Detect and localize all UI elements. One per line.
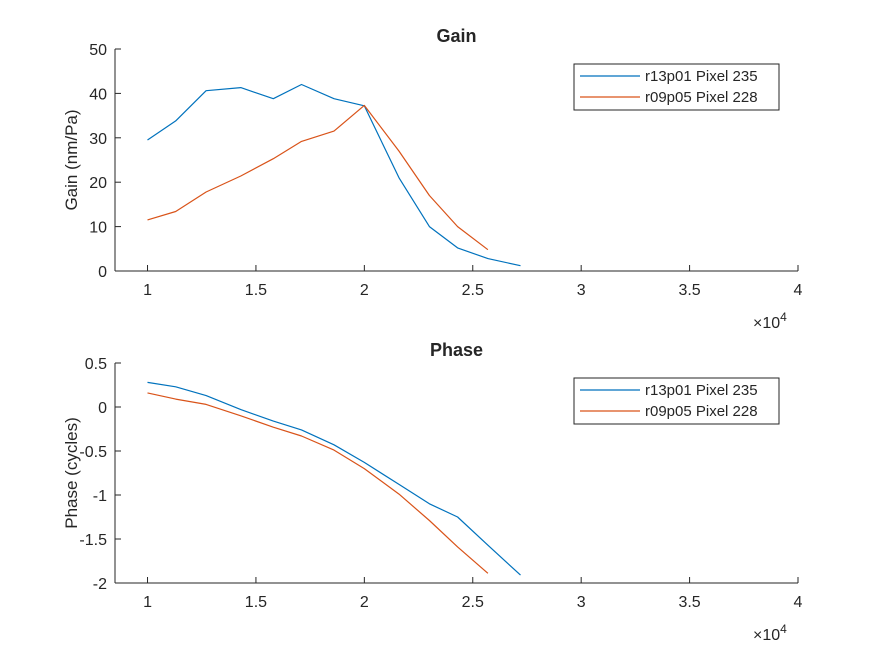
- y-tick-label: 10: [89, 220, 107, 237]
- x-tick-label: 2.5: [462, 594, 484, 611]
- legend-entry: r13p01 Pixel 235: [645, 382, 758, 399]
- chart-title: Gain: [436, 26, 476, 46]
- y-tick-label: 30: [89, 131, 107, 148]
- x-tick-label: 2: [360, 282, 369, 299]
- y-tick-label: -1.5: [79, 532, 107, 549]
- y-tick-label: -0.5: [79, 444, 107, 461]
- x-tick-label: 1: [143, 594, 152, 611]
- y-tick-label: 0: [98, 400, 107, 417]
- x-tick-label: 2.5: [462, 282, 484, 299]
- y-tick-label: 0.5: [85, 356, 107, 373]
- legend-entry: r13p01 Pixel 235: [645, 68, 758, 85]
- x-tick-label: 3.5: [678, 282, 700, 299]
- y-axis-label: Phase (cycles): [62, 417, 81, 528]
- legend-box: [573, 63, 780, 111]
- x-tick-label: 1.5: [245, 594, 267, 611]
- x-exponent-power: 4: [780, 622, 787, 636]
- x-exponent-label: ×104: [753, 622, 787, 644]
- x-tick-label: 1: [143, 282, 152, 299]
- y-tick-label: 0: [98, 264, 107, 281]
- x-exponent-label: ×104: [753, 310, 787, 332]
- x-tick-label: 3: [577, 282, 586, 299]
- y-tick-label: 50: [89, 42, 107, 59]
- x-exponent-base: ×10: [753, 627, 780, 644]
- series-line-2: [147, 392, 489, 574]
- legend-entry: r09p05 Pixel 228: [645, 89, 758, 106]
- y-tick-label: 40: [89, 86, 107, 103]
- x-exponent-power: 4: [780, 310, 787, 324]
- x-exponent-base: ×10: [753, 315, 780, 332]
- legend-box: [573, 377, 780, 425]
- y-tick-label: -1: [93, 488, 107, 505]
- x-tick-label: 2: [360, 594, 369, 611]
- x-tick-label: 4: [794, 282, 803, 299]
- x-tick-label: 4: [794, 594, 803, 611]
- y-tick-label: -2: [93, 576, 107, 593]
- chart-title: Phase: [430, 340, 483, 360]
- y-axis-label: Gain (nm/Pa): [62, 109, 81, 210]
- y-tick-label: 20: [89, 175, 107, 192]
- x-tick-label: 3.5: [678, 594, 700, 611]
- series-line-2: [147, 104, 489, 251]
- x-tick-label: 1.5: [245, 282, 267, 299]
- x-tick-label: 3: [577, 594, 586, 611]
- series-line-1: [147, 381, 521, 576]
- series-line-1: [147, 83, 521, 267]
- legend-entry: r09p05 Pixel 228: [645, 403, 758, 420]
